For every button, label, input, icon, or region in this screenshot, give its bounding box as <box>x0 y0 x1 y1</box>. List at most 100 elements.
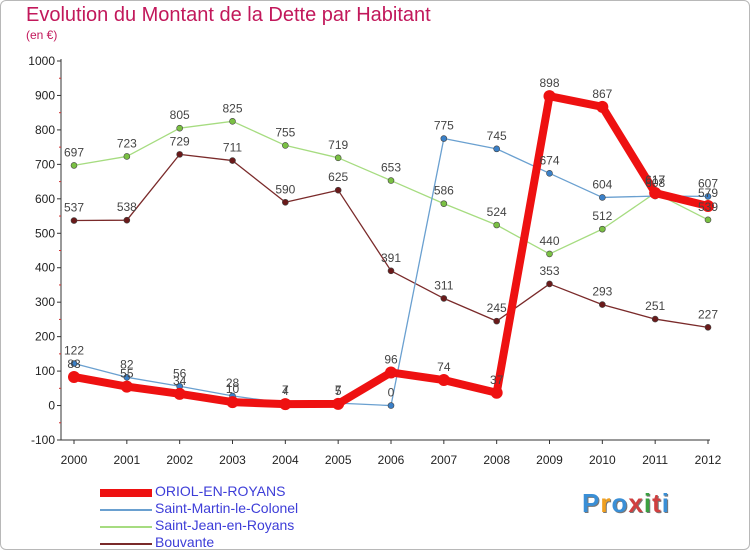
y-tick-label: 400 <box>35 261 55 275</box>
legend-label: Saint-Martin-le-Colonel <box>155 500 299 516</box>
data-label: 5 <box>335 384 342 398</box>
series-point <box>704 216 712 224</box>
y-tick-label: 500 <box>35 226 55 240</box>
series-point <box>599 301 606 308</box>
x-tick-label: 2004 <box>272 453 299 467</box>
data-label: 122 <box>64 344 84 358</box>
series-point <box>123 153 131 160</box>
series-point <box>176 151 183 158</box>
data-label: 719 <box>328 138 348 152</box>
series-point <box>387 267 395 275</box>
series-point <box>704 193 712 200</box>
series-point <box>70 162 78 169</box>
series-point <box>490 386 503 399</box>
series-point <box>226 396 239 409</box>
series-point <box>385 366 397 379</box>
series-point <box>173 387 186 400</box>
data-label: 590 <box>275 182 295 196</box>
series-point <box>229 117 236 125</box>
legend-swatch <box>100 508 152 511</box>
series-point <box>176 124 183 132</box>
data-label: 604 <box>592 177 612 191</box>
series-point <box>334 154 342 162</box>
series-point <box>120 380 133 393</box>
data-label: 524 <box>487 205 507 219</box>
series-point <box>387 177 395 184</box>
x-tick-label: 2007 <box>430 453 457 467</box>
series-point <box>596 100 609 113</box>
series-point <box>493 317 500 325</box>
data-label: 55 <box>120 367 134 381</box>
series-point <box>68 370 80 383</box>
series-point <box>440 135 448 142</box>
x-tick-label: 2001 <box>113 453 140 467</box>
line-chart: -100010020030040050060070080090010002000… <box>28 54 722 467</box>
legend-swatch <box>100 525 152 528</box>
series-point <box>282 142 289 149</box>
data-label: 805 <box>170 108 190 122</box>
y-tick-label: 1000 <box>28 54 55 68</box>
data-label: 512 <box>592 209 612 223</box>
y-tick-label: 900 <box>35 88 55 102</box>
series-point <box>440 295 448 302</box>
series-point <box>279 398 292 411</box>
data-label: 37 <box>490 373 504 387</box>
data-label: 7 <box>335 383 342 397</box>
series-point <box>543 90 556 103</box>
series-point <box>546 170 553 177</box>
y-tick-label: 200 <box>35 330 55 344</box>
y-tick-label: 700 <box>35 157 55 171</box>
data-label: 0 <box>388 386 395 400</box>
data-label: 825 <box>222 101 242 115</box>
data-label: 539 <box>698 200 718 214</box>
series-point <box>704 324 712 331</box>
series-point <box>437 374 450 387</box>
y-tick-label: 600 <box>35 192 55 206</box>
data-label: 538 <box>117 200 137 214</box>
data-label: 28 <box>226 376 240 390</box>
data-label: 723 <box>117 136 137 150</box>
series-point <box>123 216 131 224</box>
data-label: 608 <box>645 176 665 190</box>
data-label: 729 <box>170 134 190 148</box>
series-point <box>546 280 553 288</box>
series-point <box>123 373 131 381</box>
data-label: 74 <box>437 360 451 374</box>
data-label: 867 <box>592 87 612 101</box>
data-label: 56 <box>173 366 187 380</box>
data-label: 697 <box>64 145 84 159</box>
y-tick-label: 800 <box>35 123 55 137</box>
data-label: 898 <box>539 76 559 90</box>
data-label: 586 <box>434 184 454 198</box>
series-point <box>70 360 78 367</box>
x-tick-label: 2003 <box>219 453 246 467</box>
data-label: 625 <box>328 170 348 184</box>
data-label: 4 <box>282 384 289 398</box>
data-label: 711 <box>223 141 242 155</box>
data-label: 82 <box>120 357 134 371</box>
data-label: 617 <box>645 173 665 187</box>
series-point <box>440 200 448 207</box>
data-label: 745 <box>487 129 507 143</box>
legend-label: Bouvante <box>155 534 215 550</box>
data-label: 579 <box>698 186 718 200</box>
series-point <box>332 397 345 410</box>
data-label: 245 <box>487 301 507 315</box>
series-point <box>599 225 606 233</box>
series-point <box>387 402 395 409</box>
data-label: 353 <box>539 264 559 278</box>
legend-swatch <box>100 542 152 545</box>
x-tick-label: 2000 <box>61 453 88 467</box>
data-label: 775 <box>434 119 454 133</box>
data-label: 83 <box>67 357 81 371</box>
data-label: 7 <box>282 383 289 397</box>
x-tick-label: 2002 <box>166 453 193 467</box>
data-label: 227 <box>698 307 718 321</box>
y-tick-label: 100 <box>35 364 55 378</box>
data-label: 311 <box>434 278 453 292</box>
x-tick-label: 2012 <box>695 453 722 467</box>
data-label: 293 <box>592 285 612 299</box>
legend-label: Saint-Jean-en-Royans <box>155 517 295 533</box>
series-point <box>651 315 659 323</box>
